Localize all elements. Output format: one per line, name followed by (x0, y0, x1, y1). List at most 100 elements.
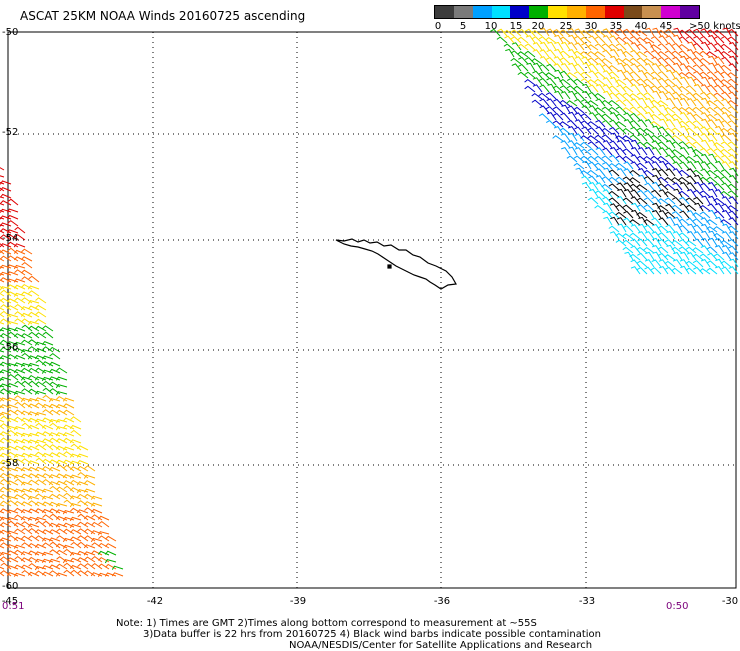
wind-barb (672, 259, 683, 268)
wind-barb (700, 245, 711, 254)
wind-barb (629, 93, 641, 100)
wind-barb (582, 83, 592, 93)
wind-barb (692, 120, 704, 128)
wind-barb (574, 119, 585, 128)
wind-barb (728, 238, 739, 247)
wind-barb (644, 189, 655, 198)
wind-barb (7, 409, 19, 416)
wind-barb (720, 119, 732, 128)
wind-barb (715, 118, 725, 128)
wind-barb (678, 50, 690, 58)
wind-barb (0, 292, 5, 297)
wind-barb (622, 197, 634, 205)
wind-barb (41, 508, 54, 514)
wind-barb (678, 36, 690, 44)
wind-barb (69, 523, 82, 529)
wind-barb (630, 259, 641, 268)
wind-barb (728, 266, 739, 275)
wind-barb (28, 331, 40, 339)
wind-barb (7, 220, 19, 227)
wind-barb (629, 134, 641, 142)
wind-barb (721, 182, 732, 191)
wind-barb (645, 209, 655, 219)
wind-barb (678, 169, 690, 177)
wind-barb (574, 56, 585, 65)
wind-barb (580, 36, 592, 44)
wind-barb (560, 70, 571, 79)
wind-barb (13, 522, 26, 528)
wind-barb (554, 48, 564, 58)
wind-barb (6, 214, 19, 220)
legend-tick: 15 (509, 21, 523, 32)
wind-barb (650, 120, 662, 128)
wind-barb (496, 36, 508, 44)
wind-barb (651, 167, 662, 177)
wind-barb (678, 29, 690, 37)
wind-barb (673, 216, 683, 226)
wind-barb (700, 161, 711, 170)
wind-barb (630, 245, 641, 254)
wind-barb (581, 182, 592, 191)
wind-barb (587, 50, 599, 58)
wind-barb (679, 182, 690, 191)
wind-barb (714, 210, 725, 219)
wind-barb (650, 155, 662, 163)
wind-barb (49, 485, 61, 493)
wind-barb (665, 84, 676, 93)
wind-barb (0, 167, 5, 171)
wind-barb (41, 369, 54, 374)
wind-barb (545, 106, 557, 114)
wind-barb (657, 176, 669, 184)
wind-barb (56, 367, 68, 374)
wind-barb (56, 409, 68, 416)
wind-barb (692, 106, 704, 114)
wind-barb (665, 63, 676, 72)
wind-barb (588, 105, 599, 114)
wind-barb (574, 63, 585, 72)
wind-barb (0, 243, 12, 248)
wind-barb (622, 98, 634, 107)
wind-barb (720, 106, 732, 114)
wind-barb (693, 238, 704, 247)
wind-barb (644, 84, 655, 93)
wind-barb (0, 234, 12, 241)
wind-barb (608, 183, 620, 191)
wind-barb (652, 125, 662, 135)
wind-barb (42, 409, 54, 416)
wind-barb (560, 91, 571, 100)
wind-barb (13, 333, 26, 339)
wind-barb (727, 49, 739, 58)
wind-barb (686, 56, 697, 65)
wind-barb (665, 118, 676, 128)
lon-label: -39 (289, 596, 307, 607)
wind-barb (693, 196, 704, 205)
wind-barb (554, 69, 564, 79)
wind-barb (623, 77, 634, 86)
wind-barb (699, 268, 711, 275)
wind-barb (49, 352, 61, 360)
wind-barb (497, 28, 508, 37)
wind-barb (630, 146, 641, 156)
wind-barb (41, 565, 54, 570)
wind-barb (720, 190, 732, 198)
wind-barb (602, 63, 613, 72)
wind-barb (713, 154, 725, 163)
wind-barb (727, 183, 739, 191)
wind-barb (659, 104, 669, 114)
wind-barb (650, 85, 662, 93)
east-wind-swath (490, 27, 739, 275)
wind-barb (615, 232, 627, 240)
wind-barb (41, 424, 54, 430)
wind-barb (63, 464, 75, 472)
wind-barb (6, 565, 19, 570)
wind-barb (713, 99, 725, 107)
wind-barb (104, 559, 117, 564)
wind-barb (35, 520, 47, 528)
wind-barb (21, 542, 33, 549)
wind-barb (680, 76, 690, 86)
wind-barb (700, 168, 711, 177)
wind-barb (664, 239, 676, 247)
wind-barb (603, 202, 613, 212)
wind-barb (643, 71, 655, 79)
wind-barb (637, 231, 648, 240)
